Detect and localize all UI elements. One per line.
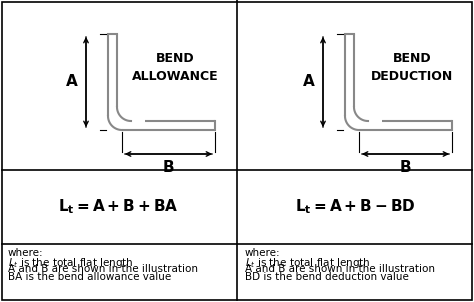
Text: $\mathbf{L_t = A + B - BD}$: $\mathbf{L_t = A + B - BD}$ xyxy=(295,198,415,216)
Text: where:: where: xyxy=(8,248,44,258)
Text: BA is the bend allowance value: BA is the bend allowance value xyxy=(8,272,171,282)
Text: BEND
DEDUCTION: BEND DEDUCTION xyxy=(371,52,453,82)
Text: where:: where: xyxy=(245,248,281,258)
Text: $L_t$ is the total flat length: $L_t$ is the total flat length xyxy=(8,256,134,270)
Text: B: B xyxy=(163,160,174,175)
Text: A: A xyxy=(303,75,315,89)
Text: $L_t$ is the total flat length: $L_t$ is the total flat length xyxy=(245,256,371,270)
Text: A and B are shown in the illustration: A and B are shown in the illustration xyxy=(8,264,198,274)
Text: BD is the bend deduction value: BD is the bend deduction value xyxy=(245,272,409,282)
Text: $\mathbf{L_t = A + B + BA}$: $\mathbf{L_t = A + B + BA}$ xyxy=(58,198,178,216)
Text: A: A xyxy=(66,75,78,89)
Text: A and B are shown in the illustration: A and B are shown in the illustration xyxy=(245,264,435,274)
Text: B: B xyxy=(400,160,411,175)
Text: BEND
ALLOWANCE: BEND ALLOWANCE xyxy=(132,52,219,82)
